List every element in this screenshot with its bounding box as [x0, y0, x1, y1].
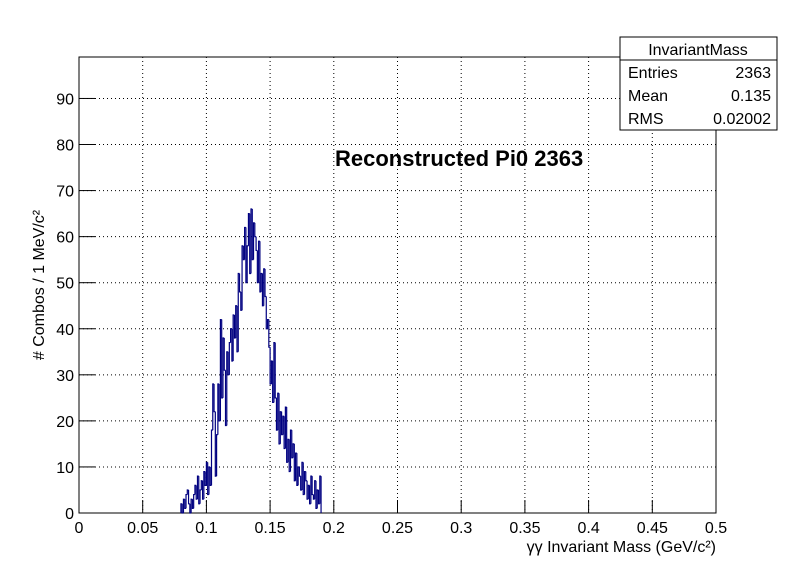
histogram-bin: [247, 213, 250, 246]
stats-value: 0.135: [731, 88, 771, 105]
x-tick-label: 0.3: [450, 520, 472, 537]
y-tick-label: 20: [56, 414, 74, 431]
histogram-bin: [223, 337, 226, 371]
histogram-bin: [199, 489, 202, 504]
histogram-bin: [301, 461, 304, 490]
stats-value: 0.02002: [713, 111, 771, 128]
histogram-bin: [245, 227, 248, 284]
stats-value: 2363: [735, 65, 771, 82]
histogram-bin: [210, 429, 213, 486]
histogram-bin: [274, 342, 277, 399]
histogram-bin: [238, 273, 241, 293]
histogram-bin: [280, 411, 283, 436]
x-tick-label: 0.5: [705, 520, 727, 537]
histogram-bin: [228, 341, 231, 375]
stats-key: Entries: [628, 65, 678, 82]
histogram-bin: [233, 314, 236, 339]
stats-box: InvariantMass Entries 2363 Mean 0.135 RM…: [619, 36, 778, 131]
histogram-bin: [218, 384, 221, 422]
y-tick-label: 40: [56, 322, 74, 339]
histogram-bin: [315, 480, 318, 509]
y-tick-label: 70: [56, 184, 74, 201]
histogram-bin: [302, 462, 305, 496]
histogram-bin: [215, 434, 218, 477]
histogram-bin: [195, 485, 198, 500]
histogram-bin: [308, 485, 311, 505]
plot-frame: [78, 56, 717, 514]
histogram-bin: [275, 397, 278, 431]
histogram-bin: [205, 461, 208, 486]
histogram-bin: [209, 466, 212, 486]
x-tick-label: 0: [75, 520, 84, 537]
histogram-bin: [207, 462, 209, 496]
histogram-bin: [264, 268, 267, 298]
histogram-bin: [217, 383, 220, 435]
histogram-bin: [258, 240, 260, 283]
x-axis-label: γγ Invariant Mass (GeV/c²): [527, 539, 716, 556]
histogram-bin: [193, 493, 195, 509]
x-tick-label: 0.45: [637, 520, 668, 537]
histogram-bin: [303, 470, 306, 495]
histogram-bin: [184, 499, 187, 509]
histogram-bin: [277, 392, 280, 431]
y-tick-label: 90: [56, 91, 74, 108]
y-tick-label: 0: [65, 506, 74, 523]
y-axis-label: # Combos / 1 MeV/c²: [31, 209, 48, 360]
histogram-bin: [312, 494, 315, 500]
histogram-bin: [242, 245, 245, 261]
x-tick-label: 0.15: [255, 520, 286, 537]
x-tick-label: 0.25: [382, 520, 413, 537]
y-tick-label: 10: [56, 460, 74, 477]
histogram-bin: [272, 361, 274, 404]
annotation: Reconstructed Pi0 2363: [335, 146, 583, 171]
histogram-bin: [198, 476, 201, 505]
histogram-bin: [212, 383, 215, 431]
histogram-bin: [292, 443, 295, 458]
histogram-bin: [235, 305, 237, 338]
histogram-bin: [266, 318, 269, 329]
stats-key: Mean: [628, 88, 668, 105]
y-tick-label: 80: [56, 138, 74, 155]
histogram-bin: [203, 470, 206, 500]
histogram-bin: [297, 466, 300, 486]
histogram-bin: [191, 499, 194, 509]
x-tick-label: 0.2: [323, 520, 345, 537]
histogram-bin: [300, 476, 302, 491]
histogram-bin: [208, 466, 211, 495]
histogram-bin: [251, 209, 254, 261]
histogram-bin: [317, 489, 320, 505]
histogram-bin: [256, 250, 259, 284]
histogram-bin: [293, 443, 296, 482]
stats-key: RMS: [628, 111, 664, 128]
x-tick-label: 0.05: [127, 520, 158, 537]
histogram-bin: [185, 493, 188, 509]
histogram-bin: [236, 305, 239, 353]
histogram-bin: [254, 222, 257, 238]
y-tick-label: 60: [56, 230, 74, 247]
histogram-bin: [201, 480, 204, 500]
histogram-bin: [244, 226, 246, 260]
histogram-bin: [224, 370, 227, 427]
stats-frame: [619, 36, 778, 131]
histogram-bin: [204, 471, 207, 486]
y-tick-label: 30: [56, 368, 74, 385]
x-tick-label: 0.1: [195, 520, 217, 537]
x-tick-label: 0.4: [577, 520, 599, 537]
histogram-bin: [296, 453, 299, 486]
histogram-bin: [294, 452, 297, 481]
histogram-bin: [219, 318, 222, 421]
histogram-bin: [252, 222, 255, 260]
stats-title: InvariantMass: [648, 42, 748, 59]
histogram-bin: [265, 296, 268, 330]
y-tick-label: 50: [56, 276, 74, 293]
x-tick-label: 0.35: [509, 520, 540, 537]
histogram-bin: [287, 438, 290, 463]
histogram-bin: [306, 480, 309, 500]
histogram-bin: [232, 314, 235, 361]
histogram-bin: [214, 411, 217, 477]
histogram-bin: [241, 245, 244, 311]
histogram-bin: [249, 213, 251, 275]
